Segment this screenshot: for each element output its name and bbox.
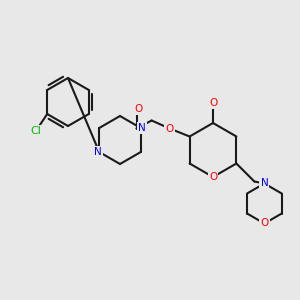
Text: O: O	[209, 172, 217, 182]
Text: O: O	[134, 103, 143, 113]
Text: O: O	[166, 124, 174, 134]
Text: O: O	[209, 98, 217, 108]
Text: N: N	[138, 123, 146, 133]
Text: O: O	[260, 218, 268, 229]
Text: N: N	[94, 147, 102, 157]
Text: N: N	[260, 178, 268, 188]
Text: Cl: Cl	[31, 126, 42, 136]
